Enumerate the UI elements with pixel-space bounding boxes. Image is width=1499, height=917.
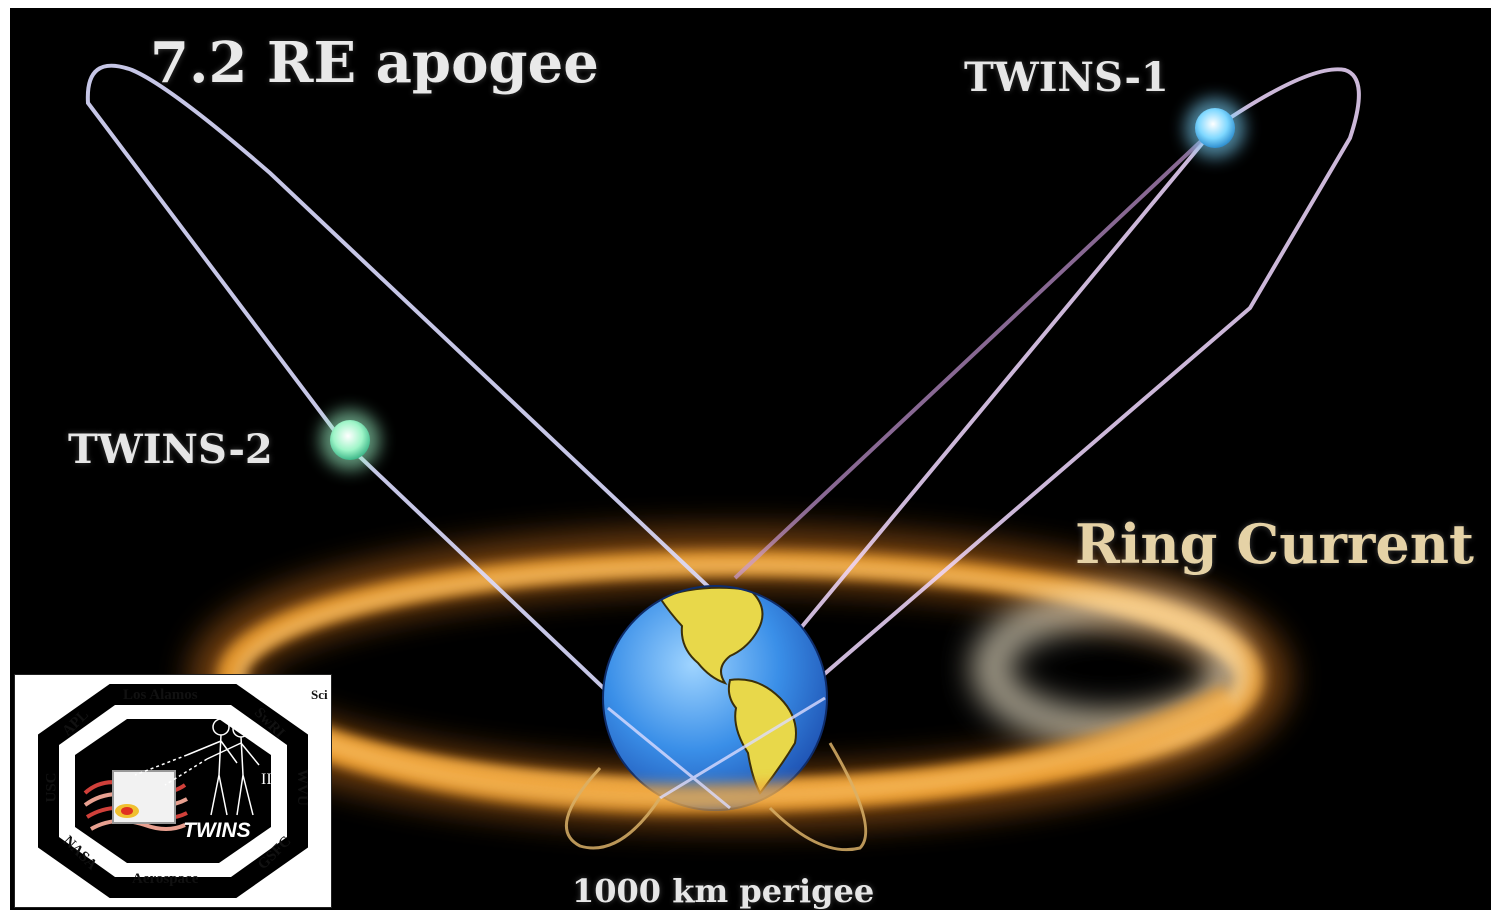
twins1-orbit bbox=[658, 67, 1361, 800]
orbit-diagram-graphics bbox=[85, 63, 1361, 852]
logo-org-usc: USC bbox=[43, 772, 60, 803]
apogee-label: 7.2 RE apogee bbox=[150, 30, 599, 96]
twins-figures-graphic bbox=[134, 718, 260, 816]
magnetosphere-graphic bbox=[83, 770, 188, 831]
twins1-satellite bbox=[1185, 98, 1245, 158]
twins1-label: TWINS-1 bbox=[964, 54, 1169, 101]
earth-globe bbox=[602, 585, 828, 811]
twins-mission-logo: Los Alamos APL SwRI USC WVU NASA GSFC Ae… bbox=[14, 674, 332, 908]
logo-org-aerospace: Aerospace bbox=[132, 871, 199, 887]
perigee-loops bbox=[564, 742, 868, 852]
twins2-label: TWINS-2 bbox=[68, 426, 273, 473]
ring-current-front bbox=[242, 684, 1237, 814]
logo-org-wvu: WVU bbox=[293, 769, 310, 806]
logo-graphics bbox=[38, 684, 308, 898]
logo-mission-name: TWINS bbox=[183, 819, 251, 842]
orbit-front-segments bbox=[607, 696, 826, 810]
perigee-label: 1000 km perigee bbox=[572, 872, 875, 910]
ring-current-label: Ring Current bbox=[1075, 512, 1474, 576]
twins2-satellite bbox=[320, 410, 380, 470]
logo-org-los-alamos: Los Alamos bbox=[123, 687, 198, 703]
logo-numeral: II bbox=[261, 771, 272, 788]
logo-org-clipped: Sci bbox=[311, 687, 328, 702]
